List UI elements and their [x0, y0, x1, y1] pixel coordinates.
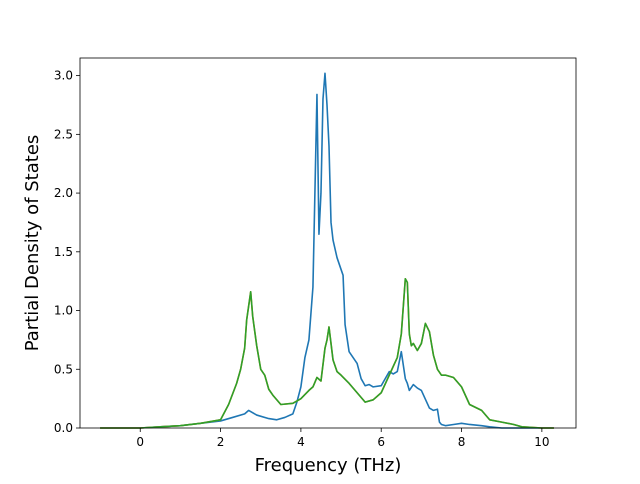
- x-tick-label: 6: [377, 435, 385, 449]
- y-axis-label: Partial Density of States: [22, 135, 43, 352]
- y-tick-label: 1.5: [54, 245, 73, 259]
- y-tick-label: 0.5: [54, 362, 73, 376]
- x-axis-label: Frequency (THz): [255, 455, 402, 476]
- series-layer: [100, 72, 554, 429]
- y-tick-label: 3.0: [54, 69, 73, 83]
- y-tick-label: 2.0: [54, 186, 73, 200]
- x-tick-label: 10: [534, 435, 549, 449]
- series-line-3: [100, 278, 554, 429]
- series-line-1: [100, 72, 554, 429]
- y-tick-label: 1.0: [54, 304, 73, 318]
- y-axis-ticks: 0.0 0.5 1.0 1.5 2.0 2.5 3.0: [54, 69, 80, 435]
- y-tick-label: 0.0: [54, 421, 73, 435]
- x-tick-label: 0: [136, 435, 144, 449]
- x-tick-label: 4: [297, 435, 305, 449]
- plot-frame: [79, 57, 577, 429]
- x-tick-label: 8: [458, 435, 466, 449]
- x-axis-ticks: 0 2 4 6 8 10: [136, 428, 550, 449]
- y-tick-label: 2.5: [54, 127, 73, 141]
- x-tick-label: 2: [217, 435, 225, 449]
